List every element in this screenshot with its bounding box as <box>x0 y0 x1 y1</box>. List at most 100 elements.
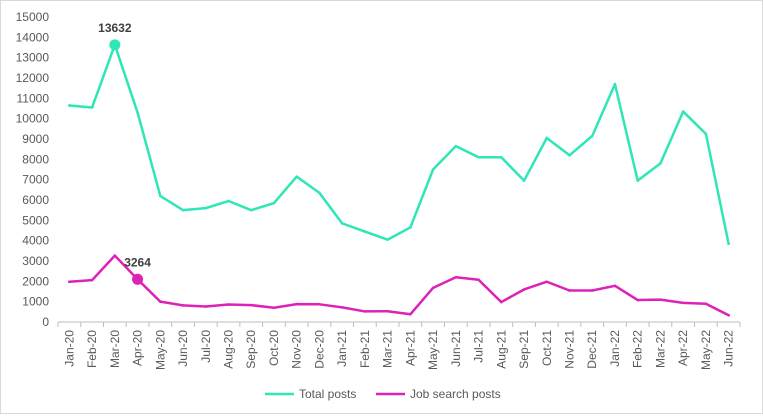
y-tick-label: 9000 <box>22 132 49 146</box>
data-point-job-search-posts <box>613 284 617 288</box>
data-point-job-search-posts <box>159 300 162 303</box>
y-tick-label: 15000 <box>16 10 50 24</box>
data-point-total-posts <box>568 153 571 157</box>
x-tick-label: Apr-22 <box>676 330 690 366</box>
data-point-job-search-posts <box>272 306 276 310</box>
highlight-marker-total-posts <box>109 39 121 51</box>
data-point-job-search-posts <box>68 280 71 284</box>
x-tick-label: Oct-20 <box>267 330 281 366</box>
y-tick-label: 0 <box>42 315 49 329</box>
x-tick-label: Jul-21 <box>472 330 486 363</box>
data-point-total-posts <box>681 110 685 113</box>
x-tick-label: Feb-21 <box>358 330 372 368</box>
data-point-total-posts <box>477 156 480 159</box>
x-tick-label: May-21 <box>426 330 440 370</box>
data-point-job-search-posts <box>477 278 480 282</box>
x-tick-label: Sep-20 <box>244 330 258 369</box>
y-tick-label: 12000 <box>16 71 50 85</box>
data-point-job-search-posts <box>704 302 708 306</box>
series-line-job-search-posts <box>68 254 730 317</box>
data-point-total-posts <box>204 206 208 210</box>
x-tick-label: Mar-22 <box>653 330 667 368</box>
x-tick-label: Aug-20 <box>222 330 236 369</box>
x-tick-label: Jan-22 <box>608 330 622 367</box>
x-tick-label: Apr-21 <box>403 330 417 366</box>
data-point-job-search-posts <box>454 275 458 279</box>
x-tick-label: Dec-20 <box>312 330 326 369</box>
data-point-job-search-posts <box>681 301 685 305</box>
data-point-total-posts <box>500 156 503 159</box>
data-point-total-posts <box>386 238 389 241</box>
data-point-job-search-posts <box>181 304 185 307</box>
legend-label-total-posts: Total posts <box>299 387 356 401</box>
highlight-marker-job-search-posts <box>132 273 144 285</box>
x-tick-label: Dec-21 <box>585 330 599 369</box>
x-tick-label: Jun-20 <box>176 330 190 367</box>
y-tick-label: 5000 <box>22 213 49 227</box>
x-tick-label: Jan-20 <box>62 330 76 367</box>
data-point-job-search-posts <box>363 310 367 313</box>
data-labels: 13632 3264 <box>98 21 151 269</box>
data-point-total-posts <box>431 168 435 171</box>
y-tick-label: 13000 <box>16 51 50 65</box>
data-point-total-posts <box>659 162 662 165</box>
data-point-total-posts <box>704 132 708 136</box>
x-tick-label: May-22 <box>699 330 713 370</box>
x-tick-label: Sep-21 <box>517 330 531 369</box>
data-point-total-posts <box>159 194 162 198</box>
x-tick-label: Nov-20 <box>290 330 304 369</box>
data-point-job-search-posts <box>590 289 594 292</box>
y-tick-label: 6000 <box>22 193 49 207</box>
data-point-job-search-posts <box>500 300 503 304</box>
data-point-total-posts <box>363 230 367 233</box>
legend: Total posts Job search posts <box>265 387 501 401</box>
data-point-job-search-posts <box>522 288 526 291</box>
data-point-total-posts <box>590 134 594 138</box>
data-label-job-search-posts: 3264 <box>124 255 151 269</box>
data-point-total-posts <box>318 191 321 195</box>
x-tick-label: Aug-21 <box>494 330 508 369</box>
data-point-total-posts <box>522 179 526 182</box>
data-point-total-posts <box>613 82 617 86</box>
x-tick-label: Feb-20 <box>85 330 99 368</box>
y-tick-label: 2000 <box>22 274 49 288</box>
data-point-job-search-posts <box>340 306 344 309</box>
data-point-job-search-posts <box>636 298 639 302</box>
data-point-total-posts <box>249 208 253 212</box>
data-point-job-search-posts <box>431 286 435 290</box>
data-point-job-search-posts <box>295 302 299 306</box>
y-tick-label: 7000 <box>22 173 49 187</box>
data-point-total-posts <box>545 136 549 140</box>
data-point-total-posts <box>90 106 94 109</box>
x-tick-label: Mar-21 <box>381 330 395 368</box>
data-point-job-search-posts <box>249 303 253 307</box>
data-point-job-search-posts <box>318 303 321 306</box>
x-tick-label: Jun-22 <box>722 330 736 367</box>
x-tick-label: Apr-20 <box>131 330 145 366</box>
x-tick-label: Oct-21 <box>540 330 554 366</box>
y-tick-label: 4000 <box>22 234 49 248</box>
y-tick-label: 8000 <box>22 152 49 166</box>
data-point-job-search-posts <box>568 289 571 292</box>
data-point-total-posts <box>272 201 276 205</box>
data-point-total-posts <box>409 226 412 229</box>
x-tick-label: May-20 <box>153 330 167 370</box>
x-tick-label: Mar-20 <box>108 330 122 368</box>
data-point-total-posts <box>136 111 139 114</box>
data-point-job-search-posts <box>727 313 730 317</box>
data-point-total-posts <box>340 222 344 225</box>
data-point-job-search-posts <box>90 278 94 282</box>
data-point-job-search-posts <box>227 303 230 306</box>
legend-label-job-search-posts: Job search posts <box>410 387 501 401</box>
data-point-total-posts <box>727 242 730 246</box>
data-point-job-search-posts <box>545 280 549 284</box>
series-line-total-posts <box>68 43 730 245</box>
data-point-job-search-posts <box>409 312 412 316</box>
y-tick-label: 11000 <box>17 91 50 105</box>
x-axis: Jan-20 Feb-20 Mar-20 Apr-20 May-20 Jun-20 Jul-… <box>57 321 741 370</box>
data-point-total-posts <box>68 104 71 107</box>
x-tick-label: Jan-21 <box>335 330 349 367</box>
series-layer <box>68 39 730 317</box>
y-tick-label: 10000 <box>16 112 50 126</box>
data-point-total-posts <box>636 179 639 182</box>
